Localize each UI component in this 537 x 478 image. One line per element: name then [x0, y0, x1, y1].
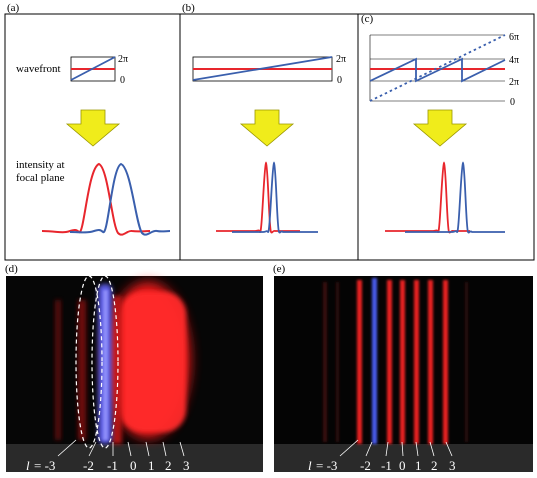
order-d-2: 2	[165, 458, 172, 473]
tick-c-2pi: 2π	[509, 77, 519, 88]
order-d-1: 1	[148, 458, 155, 473]
panel-c-frame	[357, 13, 535, 261]
order-e-l: l	[308, 458, 312, 473]
panel-c: (c) 6π 4π 2π 0	[357, 13, 535, 261]
order-e-m3: = -3	[316, 458, 337, 473]
intensity-b-red	[216, 161, 300, 234]
order-e-1: 1	[415, 458, 422, 473]
order-d-3: 3	[183, 458, 190, 473]
intensity-c-red	[385, 161, 470, 234]
intensity-a-red	[41, 162, 151, 236]
beams-e	[323, 278, 468, 444]
tick-c-4pi: 4π	[509, 55, 519, 66]
panel-a-label: (a)	[7, 2, 20, 14]
faint-stripe-d-3	[112, 296, 122, 444]
order-d-m2: -2	[83, 458, 94, 473]
intensity-b-blue	[232, 161, 318, 234]
order-e-3: 3	[449, 458, 456, 473]
wavefront-label: wavefront	[16, 63, 61, 75]
blue-beam-d-core	[103, 290, 108, 440]
wavefront-a-blue	[70, 56, 116, 81]
dashed-ellipse-d-2	[91, 275, 119, 449]
arrow-b-icon	[240, 109, 294, 147]
tick-c-6pi: 6π	[509, 32, 519, 43]
leaders-d	[57, 439, 185, 457]
order-d-0: 0	[130, 458, 137, 473]
wavefront-b-blue	[192, 56, 333, 81]
photo-e-ruler-strip	[274, 444, 533, 472]
order-e-0: 0	[399, 458, 406, 473]
panel-e-label: (e)	[273, 263, 286, 275]
tick-b-2pi: 2π	[336, 54, 346, 65]
tick-c-0: 0	[510, 97, 515, 108]
order-d-l: l	[26, 458, 30, 473]
tick-a-0: 0	[120, 75, 125, 86]
intensity-c-blue	[405, 161, 505, 234]
dashed-ellipse-d-1	[75, 275, 103, 449]
intensity-label-line2: focal plane	[16, 172, 65, 184]
order-d-m3: = -3	[34, 458, 55, 473]
order-d-m1: -1	[107, 458, 118, 473]
faint-stripe-d-1	[55, 300, 61, 440]
order-e-m2: -2	[360, 458, 371, 473]
intensity-a-blue	[69, 162, 171, 236]
wavefront-c-sawtooth	[369, 57, 506, 83]
panel-d-label: (d)	[5, 263, 18, 275]
tick-a-2pi: 2π	[118, 54, 128, 65]
panel-a: (a) wavefront 2π 0 intensity at focal pl…	[4, 2, 181, 261]
panel-e: (e) l = -3 -2 -1 0 1 2	[273, 263, 533, 473]
panel-b-label: (b)	[182, 2, 195, 14]
intensity-label-line1: intensity at	[16, 159, 65, 171]
leaders-e	[339, 439, 453, 457]
faint-stripe-d-2	[78, 300, 86, 440]
panel-c-label: (c)	[361, 13, 374, 25]
red-core-d	[120, 292, 186, 432]
order-e-2: 2	[431, 458, 438, 473]
tick-b-0: 0	[337, 75, 342, 86]
panel-b: (b) 2π 0	[179, 2, 359, 261]
arrow-a-icon	[66, 109, 120, 147]
photo-d-ruler-strip	[6, 444, 263, 472]
arrow-c-icon	[413, 109, 467, 147]
order-e-m1: -1	[381, 458, 392, 473]
panel-d: (d) l = -3 -2 -1 0 1 2 3	[5, 263, 263, 473]
